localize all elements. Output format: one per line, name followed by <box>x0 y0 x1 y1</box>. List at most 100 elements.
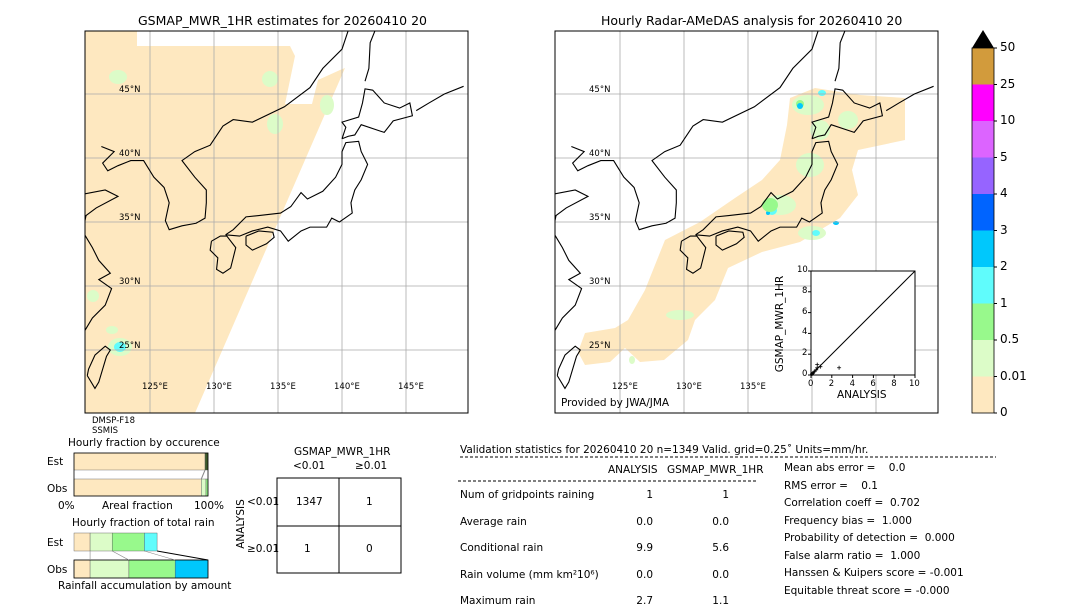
score-line: False alarm ratio = 1.000 <box>784 549 921 562</box>
score-line: Equitable threat score = -0.000 <box>784 584 950 597</box>
rain-patch <box>629 356 635 364</box>
totalrain-est-segment <box>73 532 91 552</box>
right-lon-label: 130°E <box>676 382 702 392</box>
colorbar-segment <box>972 267 994 304</box>
stat-label: Conditional rain <box>460 542 544 554</box>
colorbar-extend-triangle <box>972 30 994 48</box>
rain-patch <box>109 70 127 84</box>
totalrain-obs-segment <box>73 559 91 579</box>
sensor-label: SSMIS <box>92 426 119 436</box>
contingency-col-label: ≥0.01 <box>355 460 388 472</box>
rain-patch <box>812 230 820 236</box>
colorbar-label: 2 <box>1000 259 1008 273</box>
stat-gsmap-value: 5.6 <box>712 542 729 554</box>
stat-gsmap-value: 0.0 <box>712 515 729 528</box>
right-lon-label: 125°E <box>612 382 638 392</box>
colorbar-label: 5 <box>1000 149 1008 164</box>
stat-label: Maximum rain <box>460 595 536 607</box>
right-lat-label: 45°N <box>589 85 611 95</box>
sensor-label: DMSP-F18 <box>92 416 135 426</box>
scatter-x-tick-label: 2 <box>828 379 835 389</box>
stat-analysis-value: 0.0 <box>636 568 653 581</box>
scatter-point <box>814 367 819 372</box>
scatter-y-tick-label: 2 <box>802 348 808 359</box>
stats-col1: ANALYSIS <box>608 464 658 476</box>
credit-label: Provided by JWA/JMA <box>561 397 670 409</box>
left-lon-label: 140°E <box>334 382 360 392</box>
score-line: Hanssen & Kuipers score = -0.001 <box>784 567 964 579</box>
rain-patch <box>766 211 770 215</box>
totalrain-frame <box>73 559 209 579</box>
scatter-xlabel: ANALYSIS <box>837 389 887 401</box>
totalrain-est-segment <box>111 532 145 552</box>
right-lat-label: 40°N <box>589 149 611 159</box>
contingency-col-label: <0.01 <box>293 460 326 472</box>
stats-col2: GSMAP_MWR_1HR <box>667 464 764 476</box>
contingency-row-label: ≥0.01 <box>247 543 280 555</box>
coastline-kyushu <box>679 235 707 274</box>
occurrence-est-label: Est <box>47 456 64 468</box>
rain-patch <box>796 153 824 177</box>
colorbar-segment <box>972 376 994 413</box>
left-map-title: GSMAP_MWR_1HR estimates for 20260410 20 <box>138 13 427 28</box>
scatter-ylabel: GSMAP_MWR_1HR <box>774 275 787 373</box>
totalrain-est-label: Est <box>47 537 64 549</box>
right-lon-label: 135°E <box>740 382 766 392</box>
occurrence-connector <box>200 469 206 480</box>
scatter-x-tick-label: 6 <box>870 379 876 389</box>
rain-patch <box>762 198 778 212</box>
left-lat-label: 45°N <box>119 85 141 95</box>
left-lat-label: 40°N <box>119 149 141 159</box>
totalrain-obs-label: Obs <box>47 564 68 576</box>
right-lat-label: 35°N <box>589 213 611 223</box>
left-lon-label: 125°E <box>142 382 168 392</box>
occurrence-obs-segment <box>201 478 207 497</box>
contingency-cell: 1 <box>366 496 373 508</box>
colorbar-segment <box>972 48 994 85</box>
left-lon-label: 130°E <box>206 382 232 392</box>
contingency-row-label: <0.01 <box>247 496 280 508</box>
rain-patch <box>106 326 118 334</box>
right-map-title: Hourly Radar-AMeDAS analysis for 2026041… <box>601 13 903 28</box>
stat-analysis-value: 1 <box>646 489 653 501</box>
coastline-korea <box>101 31 349 231</box>
scatter-y-tick-label: 10 <box>797 265 808 275</box>
colorbar-segment <box>972 303 994 340</box>
totalrain-est-segment <box>144 532 158 552</box>
coastline-shikoku <box>715 230 745 251</box>
totalrain-est-segment <box>89 532 113 552</box>
totalrain-obs-segment <box>174 559 209 579</box>
scatter-y-tick-label: 6 <box>802 306 808 317</box>
rain-patch <box>797 103 803 109</box>
rain-patch <box>666 310 694 320</box>
colorbar-segment <box>972 340 994 377</box>
left-lon-label: 135°E <box>270 382 296 392</box>
colorbar-label: 0.01 <box>1000 368 1027 383</box>
scatter-point <box>812 369 817 374</box>
colorbar-segment <box>972 194 994 231</box>
rain-patch <box>838 111 858 129</box>
occurrence-x-right: 100% <box>194 500 225 512</box>
stats-header: Validation statistics for 20260410 20 n=… <box>460 444 869 456</box>
contingency-title: GSMAP_MWR_1HR <box>294 446 391 458</box>
scatter-x-tick-label: 0 <box>808 379 814 389</box>
scatter-x-tick-label: 10 <box>909 379 920 389</box>
score-line: Frequency bias = 1.000 <box>784 514 912 527</box>
stat-gsmap-value: 1 <box>722 489 729 501</box>
coastline-korea <box>571 31 819 231</box>
colorbar-label: 4 <box>1000 186 1008 200</box>
totalrain-connector <box>144 550 176 561</box>
coastline-china2 <box>555 234 583 332</box>
map-frame <box>554 30 939 414</box>
scatter-y-tick-label: 0 <box>802 369 808 379</box>
occurrence-xlabel: Areal fraction <box>102 500 173 512</box>
score-line: RMS error = 0.1 <box>784 479 878 492</box>
colorbar-segment <box>972 121 994 158</box>
totalrain-title: Hourly fraction of total rain <box>72 517 215 529</box>
score-line: Mean abs error = 0.0 <box>784 462 906 474</box>
rain-patch <box>320 95 334 115</box>
left-lat-label: 30°N <box>119 277 141 287</box>
score-line: Probability of detection = 0.000 <box>784 532 955 544</box>
